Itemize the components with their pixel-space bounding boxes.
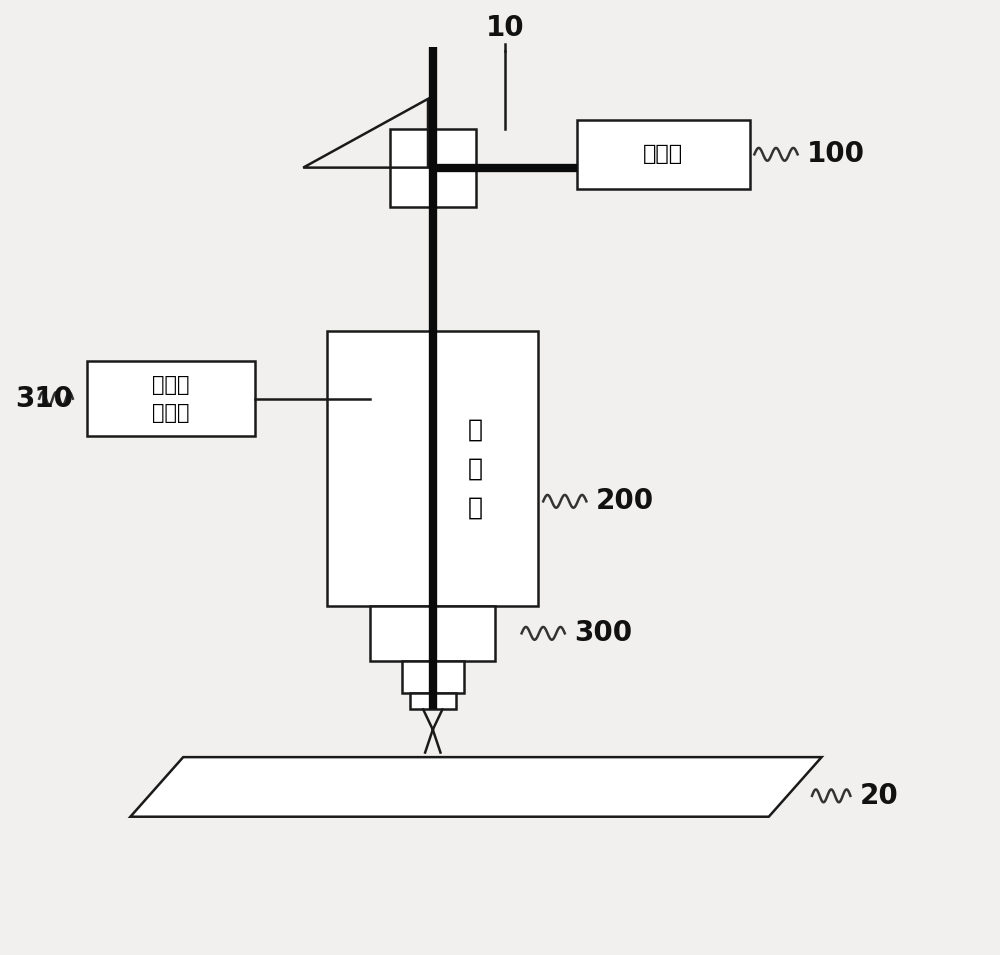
Bar xyxy=(327,330,538,605)
Text: 激光部: 激光部 xyxy=(643,144,683,164)
Polygon shape xyxy=(130,757,822,817)
Text: 20: 20 xyxy=(860,782,899,810)
Text: 310: 310 xyxy=(15,385,73,413)
Text: 200: 200 xyxy=(596,487,654,516)
Bar xyxy=(577,120,750,189)
Bar xyxy=(87,361,255,436)
Text: 加工部
测定器: 加工部 测定器 xyxy=(152,374,190,423)
Text: 光
学
部: 光 学 部 xyxy=(468,417,483,520)
Bar xyxy=(402,661,464,693)
Bar xyxy=(390,129,476,206)
Bar xyxy=(370,605,495,661)
Text: 300: 300 xyxy=(574,620,633,647)
Text: 10: 10 xyxy=(485,14,524,42)
Text: 100: 100 xyxy=(807,140,865,168)
Bar xyxy=(410,693,456,710)
